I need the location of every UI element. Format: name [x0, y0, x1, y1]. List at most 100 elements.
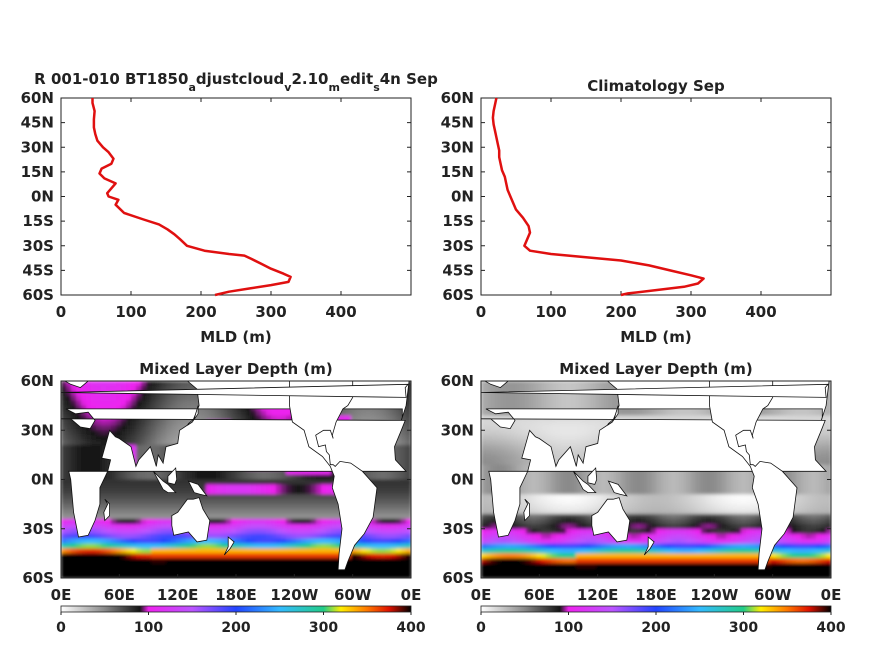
map-clim-cell — [571, 445, 577, 451]
map-clim-cell — [541, 425, 547, 431]
map-model-cell — [211, 474, 217, 481]
map-model-cell — [231, 484, 237, 490]
map-model-cell — [271, 558, 277, 564]
map-model-cell — [251, 518, 257, 525]
map-clim-cell — [711, 563, 717, 569]
map-clim-cell — [596, 479, 602, 486]
map-model-cell — [246, 553, 252, 559]
map-clim-cell — [621, 548, 627, 554]
map-model-cell — [226, 563, 232, 569]
map-clim-cell — [706, 533, 712, 540]
map-clim-cell — [571, 563, 577, 569]
map-model-cell — [106, 469, 112, 476]
map-model-cell — [141, 528, 147, 535]
map-clim-cell — [501, 459, 507, 466]
map-model-cell — [196, 543, 202, 550]
map-clim-cell — [716, 543, 722, 550]
map-clim-cell — [701, 548, 707, 554]
map-model-cell — [216, 523, 222, 530]
map-clim-cell — [551, 533, 557, 540]
map-model-cell — [86, 553, 92, 559]
map-model-cell — [111, 538, 117, 545]
map-clim-cell — [686, 494, 692, 500]
profile-model-ytick-label: 15N — [21, 163, 54, 181]
map-clim-cell — [661, 533, 667, 540]
map-model-cell — [76, 558, 82, 564]
map-clim-cell — [581, 494, 587, 500]
profile-model-ytick-label: 30S — [22, 237, 54, 255]
map-model-cell — [76, 459, 82, 466]
map-clim-cell — [526, 425, 532, 431]
map-model-cell — [141, 435, 147, 441]
map-model-cell — [361, 538, 367, 545]
map-clim-cell — [681, 533, 687, 540]
map-clim-cell — [641, 484, 647, 490]
map-model-cell — [181, 474, 187, 481]
map-clim-cell — [596, 405, 602, 412]
map-clim-cell — [536, 533, 542, 540]
map-model-cell — [136, 548, 142, 554]
map-clim-cell — [676, 504, 682, 510]
map-clim-cell — [671, 509, 677, 515]
map-model-cell — [76, 405, 82, 412]
map-model-cell — [246, 509, 252, 515]
map-clim-cell — [686, 558, 692, 564]
map-clim-cell — [691, 509, 697, 515]
map-model-cell — [101, 435, 107, 441]
map-clim-cell — [676, 563, 682, 569]
map-clim-cell — [556, 381, 562, 387]
map-clim-cell — [546, 528, 552, 535]
map-clim-cell — [651, 469, 657, 476]
map-model-cell — [271, 523, 277, 530]
map-clim-cell — [681, 469, 687, 476]
map-model-cell — [136, 504, 142, 510]
map-clim-cell — [646, 528, 652, 535]
map-clim-cell — [716, 563, 722, 569]
map-clim-cell — [551, 573, 557, 578]
map-model-cell — [266, 484, 272, 490]
map-model-cell — [161, 474, 167, 481]
map-clim-cell — [626, 484, 632, 490]
map-clim-cell — [496, 563, 502, 569]
map-model-cell — [136, 474, 142, 481]
map-model-cell — [301, 523, 307, 530]
map-model-cell — [251, 563, 257, 569]
map-model-cell — [196, 548, 202, 554]
map-model-cell — [111, 533, 117, 540]
map-clim-cell — [586, 518, 592, 525]
map-clim-cell — [486, 449, 492, 456]
map-model-cell — [401, 435, 407, 441]
map-clim-cell — [511, 435, 517, 441]
map-model-cell — [76, 440, 82, 446]
map-model-cell — [171, 568, 177, 574]
map-model-cell — [86, 538, 92, 545]
map-model-cell — [126, 479, 132, 486]
map-model-cell — [331, 533, 337, 540]
map-model-cell — [111, 400, 117, 407]
map-clim-cell — [656, 553, 662, 559]
map-model-cell — [311, 568, 317, 574]
map-clim-cell — [666, 573, 672, 578]
map-clim-cell — [676, 528, 682, 535]
map-model-cell — [386, 543, 392, 550]
map-clim-cell — [591, 425, 597, 431]
map-clim-cell — [586, 523, 592, 530]
map-model-cell — [301, 538, 307, 545]
map-model-cell — [96, 464, 102, 471]
map-clim-cell — [616, 494, 622, 500]
map-model-cell — [376, 415, 382, 421]
map-model-cell — [121, 499, 127, 505]
map-clim-cell — [611, 543, 617, 550]
map-model-cell — [281, 548, 287, 554]
map-model-cell — [126, 528, 132, 535]
map-model-cell — [176, 573, 182, 578]
map-clim-cell — [546, 548, 552, 554]
map-model-cell — [401, 425, 407, 431]
map-clim-cell — [691, 548, 697, 554]
map-clim-cell — [556, 385, 562, 392]
map-clim-cell — [696, 499, 702, 505]
map-clim-cell — [551, 568, 557, 574]
map-model-cell — [311, 509, 317, 515]
map-clim-cell — [566, 469, 572, 476]
map-clim-cell — [606, 395, 612, 402]
